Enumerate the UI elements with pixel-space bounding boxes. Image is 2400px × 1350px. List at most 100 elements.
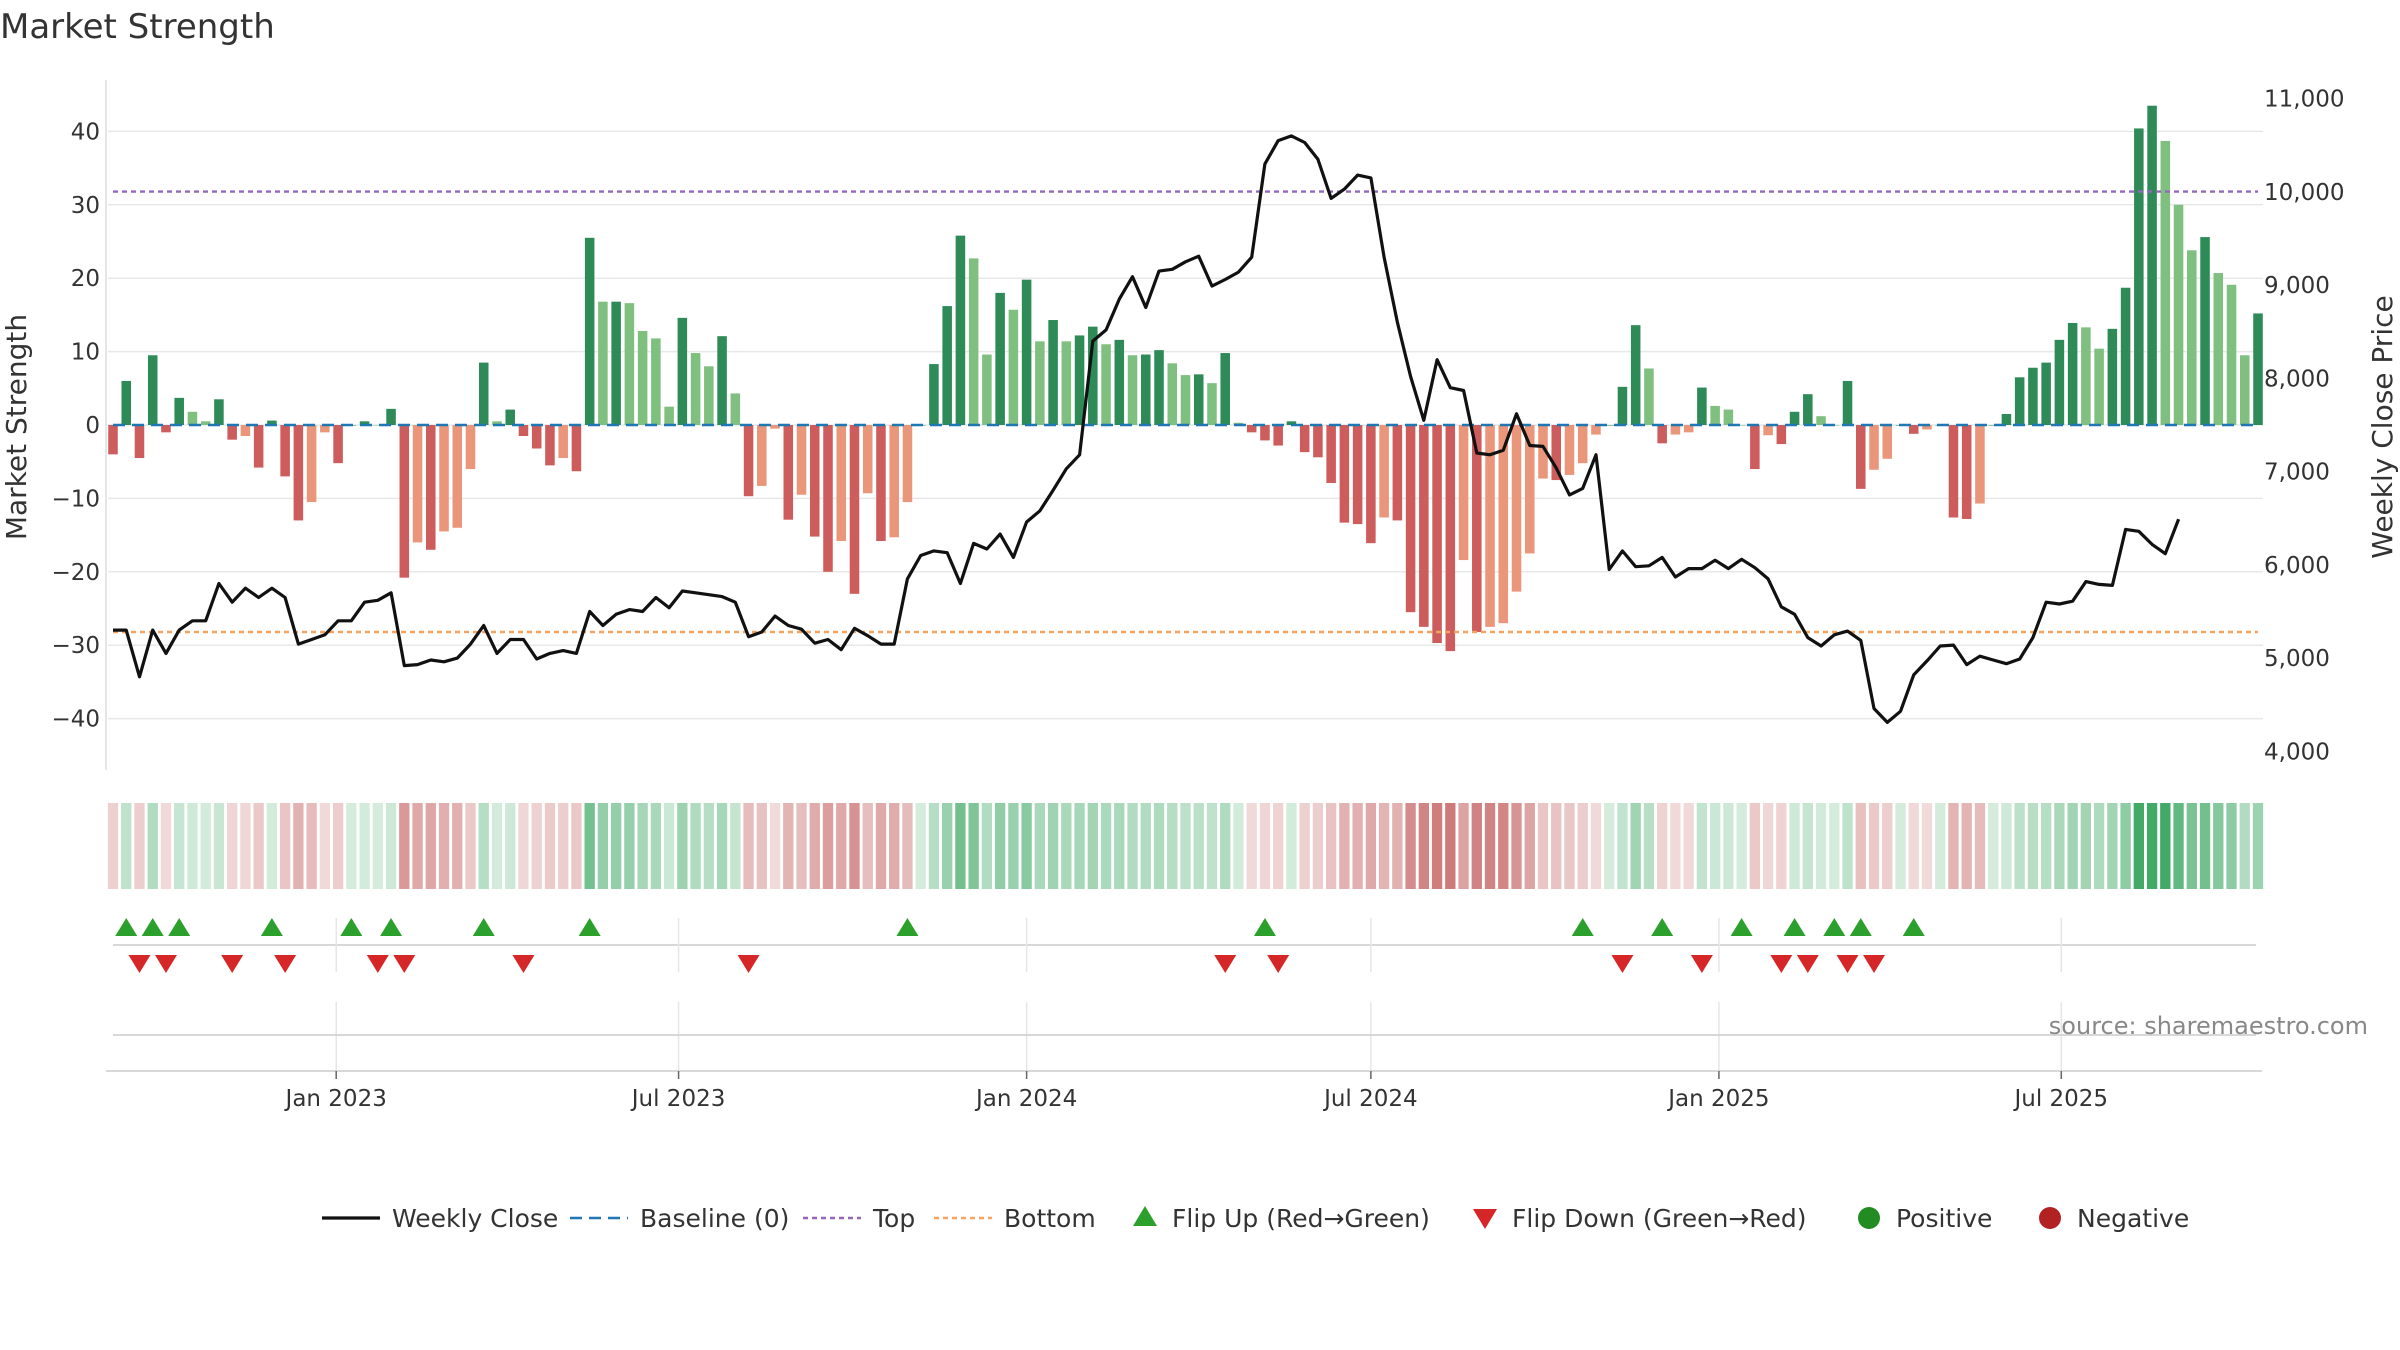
strength-bar bbox=[1035, 341, 1045, 425]
strength-cell bbox=[2252, 803, 2264, 889]
strength-cell bbox=[147, 803, 158, 889]
strength-bar bbox=[757, 425, 767, 486]
strength-bar bbox=[1485, 425, 1495, 627]
strength-bar bbox=[1922, 425, 1932, 430]
strength-cell bbox=[624, 803, 635, 889]
strength-bar bbox=[2253, 313, 2263, 425]
left-tick-label: −10 bbox=[51, 486, 100, 512]
strength-cell bbox=[902, 803, 913, 889]
strength-bar bbox=[426, 425, 436, 550]
strength-bar bbox=[280, 425, 290, 477]
strength-bar bbox=[1577, 425, 1588, 464]
strength-bar bbox=[1763, 425, 1773, 436]
strength-cell bbox=[240, 803, 251, 889]
strength-cell bbox=[796, 803, 807, 889]
strength-cell bbox=[1180, 803, 1191, 889]
strength-cell bbox=[610, 803, 622, 889]
strength-bar bbox=[531, 425, 542, 449]
legend-circle-icon bbox=[1858, 1207, 1880, 1229]
legend-label: Flip Up (Red→Green) bbox=[1172, 1204, 1430, 1233]
strength-bar bbox=[1803, 394, 1813, 425]
strength-cell bbox=[385, 803, 397, 889]
strength-bar bbox=[2200, 237, 2210, 425]
strength-cell bbox=[1604, 803, 1615, 889]
strength-bar bbox=[2028, 367, 2038, 425]
strength-cell bbox=[571, 803, 582, 889]
flip-markers-panel bbox=[113, 918, 2256, 973]
strength-bar bbox=[1842, 380, 1853, 425]
x-tick-label: Jan 2024 bbox=[974, 1086, 1077, 1112]
strength-bar bbox=[412, 425, 423, 543]
strength-cell bbox=[2014, 803, 2025, 889]
strength-bar bbox=[1405, 425, 1416, 613]
strength-bar bbox=[478, 362, 489, 425]
strength-bar bbox=[571, 425, 582, 472]
strength-bar bbox=[598, 301, 608, 425]
strength-cell bbox=[1365, 803, 1377, 889]
legend-label: Bottom bbox=[1004, 1204, 1096, 1233]
flip-up-marker bbox=[1902, 918, 1925, 936]
legend-label: Weekly Close bbox=[392, 1204, 558, 1233]
strength-cell bbox=[160, 803, 172, 889]
legend-item-negative: Negative bbox=[2039, 1204, 2189, 1233]
strength-bar bbox=[1524, 425, 1535, 554]
strength-cell bbox=[1842, 803, 1853, 889]
strength-cell bbox=[1749, 803, 1761, 889]
strength-bar bbox=[2120, 287, 2131, 425]
strength-bar bbox=[1193, 374, 1204, 425]
strength-heat-strip bbox=[107, 803, 2264, 889]
strength-cell bbox=[1988, 803, 1999, 889]
strength-cell bbox=[2226, 803, 2237, 889]
strength-bar bbox=[637, 331, 648, 425]
strength-cell bbox=[822, 803, 834, 889]
flip-down-marker bbox=[737, 955, 760, 973]
strength-cell bbox=[2173, 803, 2184, 889]
strength-cell bbox=[862, 803, 873, 889]
strength-cell bbox=[836, 803, 847, 889]
strength-bar bbox=[809, 425, 820, 537]
strength-bar bbox=[1432, 425, 1442, 644]
flip-down-marker bbox=[366, 955, 389, 973]
strength-bar bbox=[121, 380, 132, 425]
strength-cell bbox=[1286, 803, 1297, 889]
strength-cell bbox=[2146, 803, 2158, 889]
strength-bar bbox=[1683, 425, 1694, 433]
strength-cell bbox=[1590, 803, 1602, 889]
strength-bar bbox=[1299, 425, 1310, 453]
strength-bar bbox=[240, 425, 251, 437]
strength-cell bbox=[1895, 803, 1906, 889]
left-tick-label: −30 bbox=[51, 633, 100, 659]
left-tick-label: 30 bbox=[71, 193, 100, 219]
flip-down-marker bbox=[393, 955, 416, 973]
strength-bar bbox=[611, 301, 621, 425]
strength-cell bbox=[1643, 803, 1655, 889]
strength-cell bbox=[2120, 803, 2131, 889]
strength-bar bbox=[386, 408, 396, 425]
strength-bar bbox=[584, 237, 595, 425]
strength-cell bbox=[1378, 803, 1390, 889]
strength-bar bbox=[995, 292, 1005, 425]
strength-bar bbox=[1286, 421, 1297, 425]
legend-item-positive: Positive bbox=[1858, 1204, 1992, 1233]
strength-bar bbox=[1246, 425, 1257, 433]
left-axis-title: Market Strength bbox=[0, 314, 33, 540]
strength-bar bbox=[2014, 377, 2025, 425]
strength-bar bbox=[889, 425, 899, 538]
strength-bar bbox=[1908, 425, 1919, 434]
strength-cell bbox=[875, 803, 887, 889]
flip-up-marker bbox=[141, 918, 164, 936]
strength-cell bbox=[1815, 803, 1827, 889]
strength-cell bbox=[425, 803, 436, 889]
strength-cell bbox=[2199, 803, 2211, 889]
strength-cell bbox=[2001, 803, 2012, 889]
strength-bar bbox=[1710, 405, 1720, 425]
strength-cell bbox=[1471, 803, 1482, 889]
legend-label: Negative bbox=[2077, 1204, 2189, 1233]
strength-bar bbox=[1498, 425, 1509, 624]
x-axis: Jan 2023 Jul 2023 Jan 2024 Jul 2024 Jan 2025… bbox=[284, 1071, 2108, 1112]
strength-bar bbox=[968, 258, 979, 425]
right-tick-label: 9,000 bbox=[2264, 273, 2330, 299]
x-tick-label: Jul 2023 bbox=[630, 1086, 726, 1112]
strength-bar bbox=[267, 420, 277, 425]
